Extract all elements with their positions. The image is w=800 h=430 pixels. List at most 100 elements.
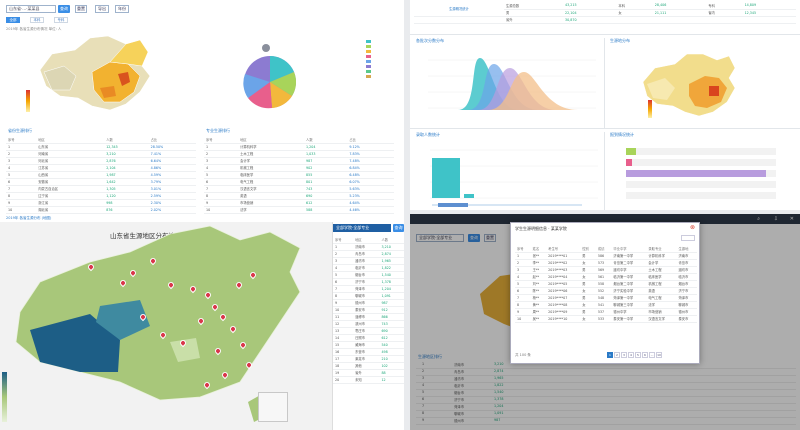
checkin-bar-chart[interactable] — [614, 142, 794, 206]
table-row[interactable]: 9 浙江省 998 2.30% — [6, 199, 196, 207]
table-row[interactable]: 2 青岛市 2,874 — [333, 250, 404, 258]
bg-query-button[interactable]: 查询 — [468, 234, 480, 242]
table-row[interactable]: 9 德州市 987 — [333, 299, 404, 307]
table-row[interactable]: 3 潍坊市 1,965 — [333, 257, 404, 265]
table-row[interactable]: 8 英语 690 5.23% — [204, 192, 394, 200]
table-row[interactable]: 16 东营市 498 — [333, 348, 404, 356]
table-row[interactable]: 5 临床医学 855 6.48% — [204, 171, 394, 179]
cell-exam-id: 2019****02 — [546, 259, 581, 267]
table-row[interactable]: 8 聊城市 1,091 — [333, 292, 404, 300]
table-row[interactable]: 11 淄博市 866 — [333, 313, 404, 321]
close-icon[interactable]: ✕ — [789, 216, 794, 222]
cell-ratio: 4.46% — [347, 206, 394, 214]
col-region: 地区 — [36, 136, 105, 144]
table-row[interactable]: 1 山东省 12,345 28.50% — [6, 143, 196, 151]
cell-count: 540 — [379, 341, 404, 349]
table-row[interactable]: 6 电气工程 801 6.07% — [204, 178, 394, 186]
table-row[interactable]: 6 安徽省 1,642 3.79% — [6, 178, 196, 186]
map-region-warm — [100, 86, 116, 98]
table-row[interactable]: 4 机械工程 902 6.84% — [204, 164, 394, 172]
cell-score: 558 — [595, 280, 612, 288]
bottom-section-title: 2019年 各省生源分布 (地图) — [6, 216, 52, 220]
table-row[interactable]: 9 周** 2019****09 男 537 德州中学 市场营销 德州市 — [515, 308, 697, 316]
modal-close-icon[interactable]: ⊗ — [689, 224, 695, 231]
table-row[interactable]: 2 李** 2019****02 女 573 青岛第二中学 会计学 青岛市 — [515, 259, 697, 267]
table-row[interactable]: 3 王** 2019****03 男 569 潍坊中学 土木工程 潍坊市 — [515, 266, 697, 274]
table-row[interactable]: 12 滨州市 743 — [333, 320, 404, 328]
bg-select[interactable]: 全部学院·全部专业 — [416, 234, 464, 242]
export-icon[interactable]: ⇩ — [773, 216, 778, 222]
table-row[interactable]: 4 赵** 2019****04 女 561 临沂第一中学 临床医学 临沂市 — [515, 273, 697, 281]
cell-rank: 1 — [333, 243, 354, 251]
table-row[interactable]: 7 内蒙古自治区 1,305 3.01% — [6, 185, 196, 193]
page-button[interactable]: 6 — [642, 352, 648, 358]
cell-ratio: 6.07% — [347, 178, 394, 186]
table-row[interactable]: 14 日照市 612 — [333, 334, 404, 342]
origin-heat-map[interactable] — [635, 50, 745, 120]
pinned-china-map[interactable] — [0, 222, 330, 430]
table-row[interactable]: 5 刘** 2019****05 男 558 烟台第二中学 机械工程 烟台市 — [515, 280, 697, 288]
score-distribution-chart[interactable] — [418, 50, 598, 120]
page-button[interactable]: 3 — [621, 352, 627, 358]
cell-rank: 4 — [6, 164, 37, 172]
table-row[interactable]: 4 临沂市 1,822 — [333, 264, 404, 272]
query-button[interactable]: 查询 — [58, 5, 70, 13]
panel-query-button[interactable]: 查询 — [393, 224, 404, 232]
table-row[interactable]: 7 菏泽市 1,204 — [333, 285, 404, 293]
year-select[interactable]: 年份 — [115, 5, 129, 13]
table-row[interactable]: 10 吴** 2019****10 女 533 泰安第一中学 汉语言文学 泰安市 — [515, 315, 697, 323]
table-row[interactable]: 3 会计学 987 7.48% — [204, 157, 394, 165]
scroll-handle[interactable] — [438, 203, 468, 207]
table-row[interactable]: 8 黄** 2019****08 女 541 聊城第三中学 法学 聊城市 — [515, 301, 697, 309]
table-row[interactable]: 19 省外 88 — [333, 369, 404, 377]
table-row[interactable]: 20 未知 12 — [333, 376, 404, 384]
panel-top-right: 生源概况统计 生源总数 43,215 本科 28,406 专科 14,809 男… — [410, 0, 800, 210]
page-button[interactable]: 2 — [614, 352, 620, 358]
table-row[interactable]: 1 计算机科学 1,204 9.12% — [204, 143, 394, 151]
table-row[interactable]: 1 济南市 3,210 — [333, 243, 404, 251]
table-row[interactable]: 7 杨** 2019****07 男 548 菏泽第一中学 电气工程 菏泽市 — [515, 294, 697, 302]
table-row[interactable]: 3 河北省 2,876 6.64% — [6, 157, 196, 165]
table-row[interactable]: 1 张** 2019****01 男 586 济南第一中学 计算机科学 济南市 — [515, 252, 697, 260]
cell-exam-id: 2019****07 — [546, 294, 581, 302]
scroll-range[interactable] — [432, 204, 582, 206]
table-row[interactable]: 2 土木工程 1,033 7.83% — [204, 150, 394, 158]
table-row[interactable]: 10 湖北省 876 2.02% — [6, 206, 196, 214]
page-button[interactable]: ... — [649, 352, 655, 358]
table-row[interactable]: 13 枣庄市 690 — [333, 327, 404, 335]
province-select[interactable]: 山东省·…·某某县 — [6, 5, 56, 13]
table-row[interactable]: 7 汉语言文学 743 5.63% — [204, 185, 394, 193]
table-row[interactable]: 18 其他 102 — [333, 362, 404, 370]
table-row[interactable]: 4 江苏省 2,104 4.86% — [6, 164, 196, 172]
cell-rank: 20 — [333, 376, 354, 384]
list-item: 1 济南市 3,210 — [416, 362, 796, 369]
tab-undergrad[interactable]: 本科 — [30, 17, 44, 23]
table-row[interactable]: 10 法学 588 4.46% — [204, 206, 394, 214]
table-row[interactable]: 2 河南省 3,210 7.41% — [6, 150, 196, 158]
table-row[interactable]: 8 辽宁省 1,120 2.59% — [6, 192, 196, 200]
tab-college[interactable]: 专科 — [54, 17, 68, 23]
modal-export-button[interactable] — [681, 235, 695, 241]
export-button[interactable]: 导出 — [95, 5, 109, 13]
table-row[interactable]: 6 济宁市 1,378 — [333, 278, 404, 286]
cell-major: 机械工程 — [646, 280, 677, 288]
china-heat-map[interactable] — [30, 32, 160, 116]
bg-reset-button[interactable]: 重置 — [484, 234, 496, 242]
page-button[interactable]: 4 — [628, 352, 634, 358]
search-icon[interactable]: ⌕ — [757, 216, 760, 222]
pie-chart[interactable] — [236, 52, 306, 112]
reset-button[interactable]: 重置 — [75, 5, 87, 13]
table-row[interactable]: 5 山西省 1,987 4.59% — [6, 171, 196, 179]
table-row[interactable]: 9 市场营销 612 4.64% — [204, 199, 394, 207]
table-row[interactable]: 15 威海市 540 — [333, 341, 404, 349]
page-button[interactable]: 10 — [656, 352, 662, 358]
enrollment-bar-chart[interactable] — [418, 142, 603, 208]
page-button[interactable]: 5 — [635, 352, 641, 358]
panel-select[interactable]: 全部学院·全部专业 — [333, 224, 391, 232]
page-button[interactable]: 1 — [607, 352, 613, 358]
table-row[interactable]: 6 陈** 2019****06 女 552 济宁实验中学 英语 济宁市 — [515, 287, 697, 295]
tab-all[interactable]: 全部 — [6, 17, 20, 23]
table-row[interactable]: 10 泰安市 912 — [333, 306, 404, 314]
table-row[interactable]: 5 烟台市 1,540 — [333, 271, 404, 279]
table-row[interactable]: 17 莱芜市 210 — [333, 355, 404, 363]
